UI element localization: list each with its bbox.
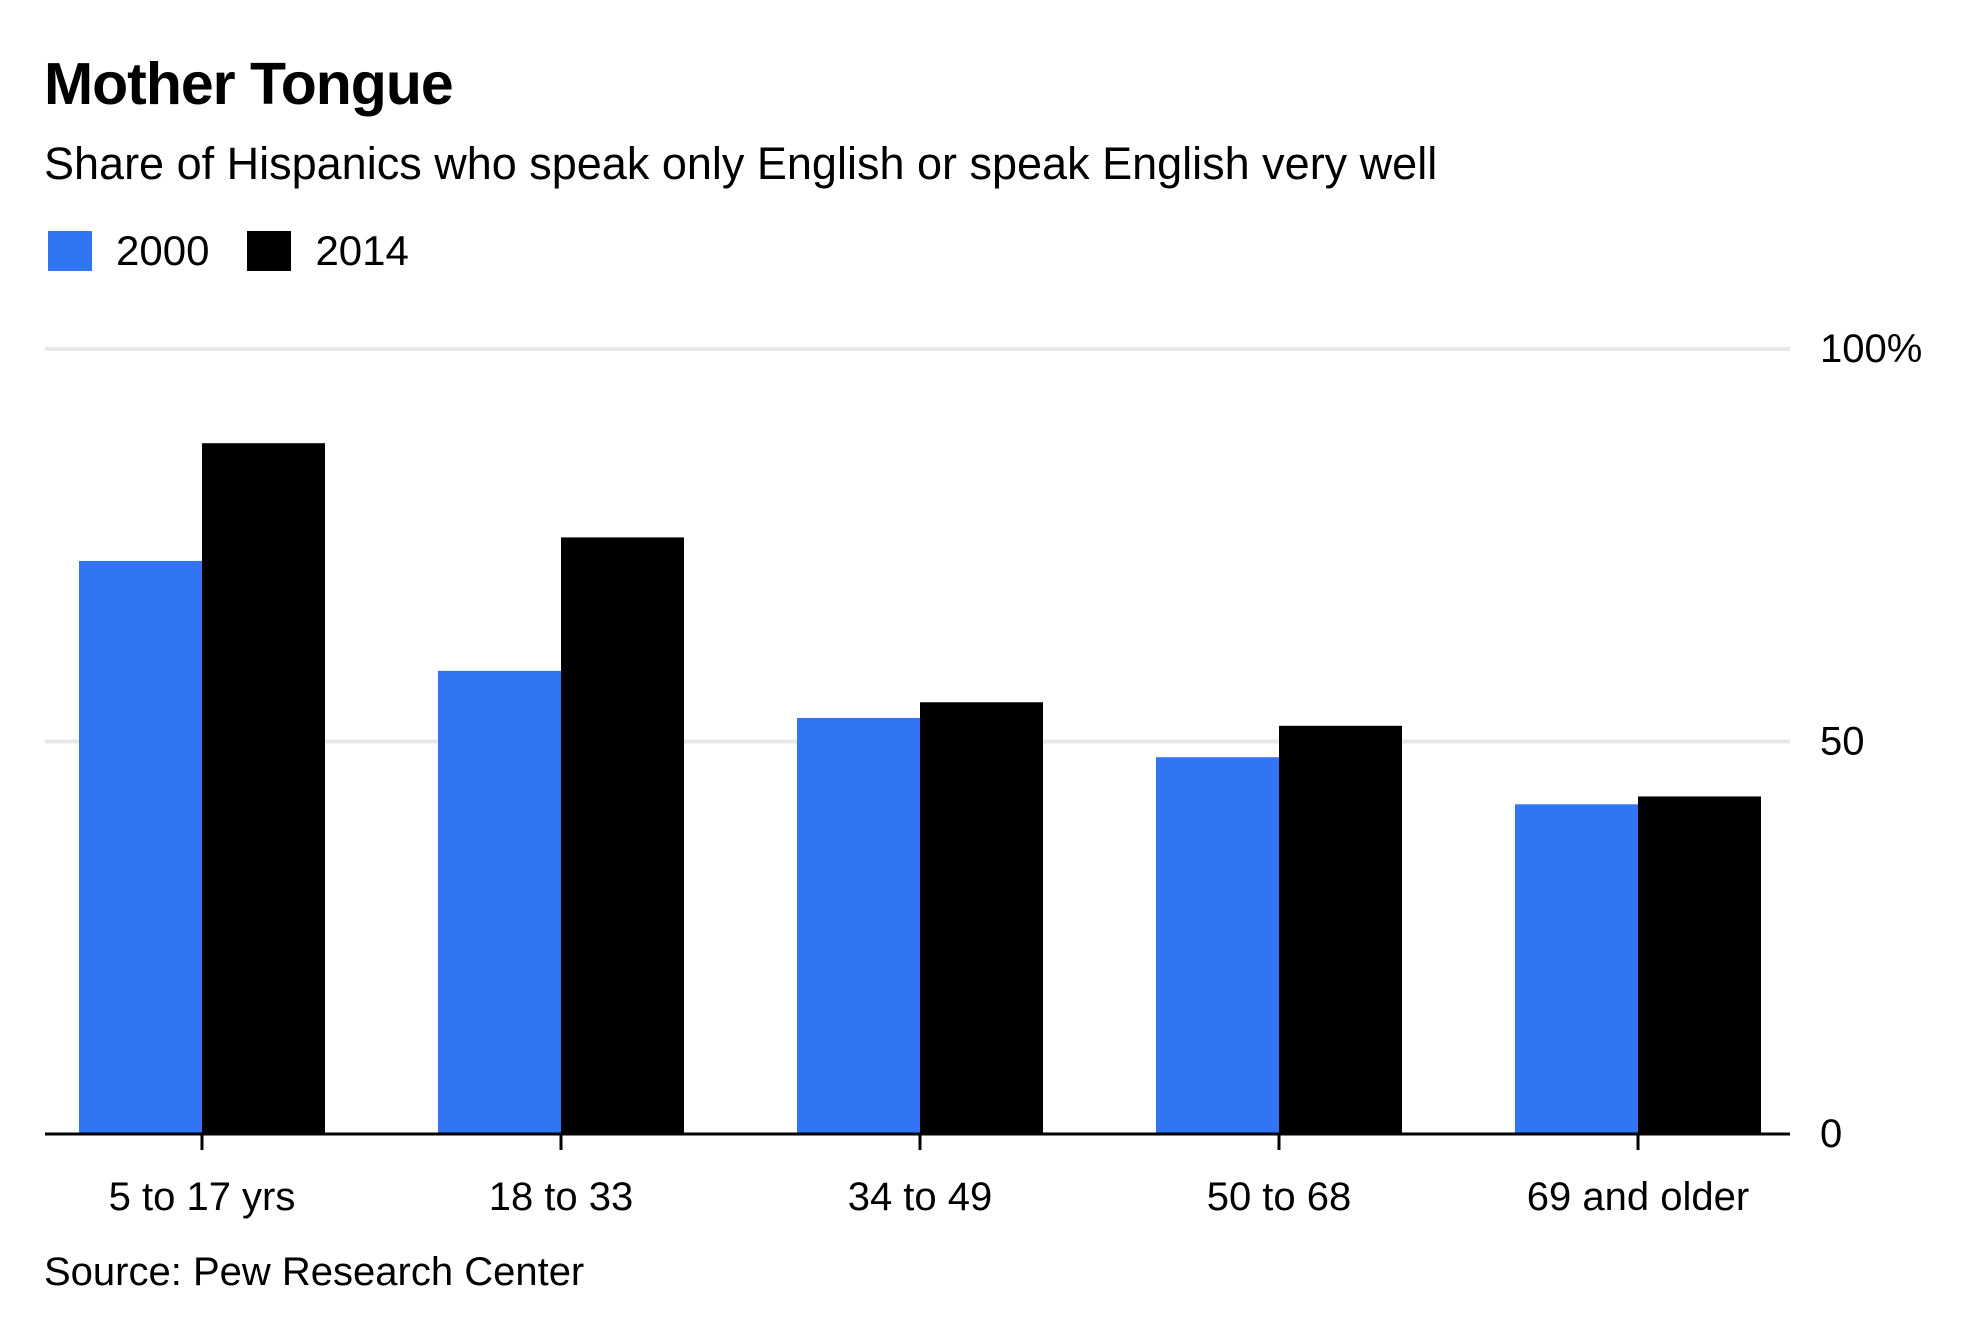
bar-2000: [797, 717, 920, 1134]
legend-swatch-2000: [48, 231, 92, 271]
x-tick-label: 18 to 33: [489, 1175, 634, 1219]
chart-title: Mother Tongue: [44, 51, 454, 117]
bar-2014: [1279, 725, 1402, 1134]
chart-subtitle: Share of Hispanics who speak only Englis…: [44, 138, 1438, 189]
bar-2000: [79, 560, 202, 1134]
bar-2000: [1156, 757, 1279, 1134]
legend-label-2000: 2000: [116, 227, 210, 274]
x-tick-label: 34 to 49: [848, 1175, 993, 1219]
bar-2014: [202, 443, 325, 1134]
y-tick-label: 0: [1820, 1112, 1842, 1156]
bar-2000: [1515, 804, 1638, 1134]
legend-swatch-2014: [247, 231, 292, 271]
chart-source: Source: Pew Research Center: [44, 1250, 585, 1294]
x-tick-label: 69 and older: [1527, 1175, 1749, 1219]
legend-item-2000: 2000: [48, 227, 209, 275]
y-tick-label: 100%: [1820, 327, 1922, 371]
chart-legend: 2000 2014: [48, 227, 447, 275]
y-tick-label: 50: [1820, 720, 1865, 764]
bar-2000: [438, 670, 561, 1134]
x-tick-label: 5 to 17 yrs: [109, 1175, 296, 1219]
legend-item-2014: 2014: [247, 227, 409, 275]
bar-2014: [920, 702, 1043, 1134]
bar-2014: [1638, 796, 1761, 1134]
x-tick-label: 50 to 68: [1207, 1175, 1352, 1219]
legend-label-2014: 2014: [315, 227, 409, 274]
bar-2014: [561, 537, 684, 1134]
